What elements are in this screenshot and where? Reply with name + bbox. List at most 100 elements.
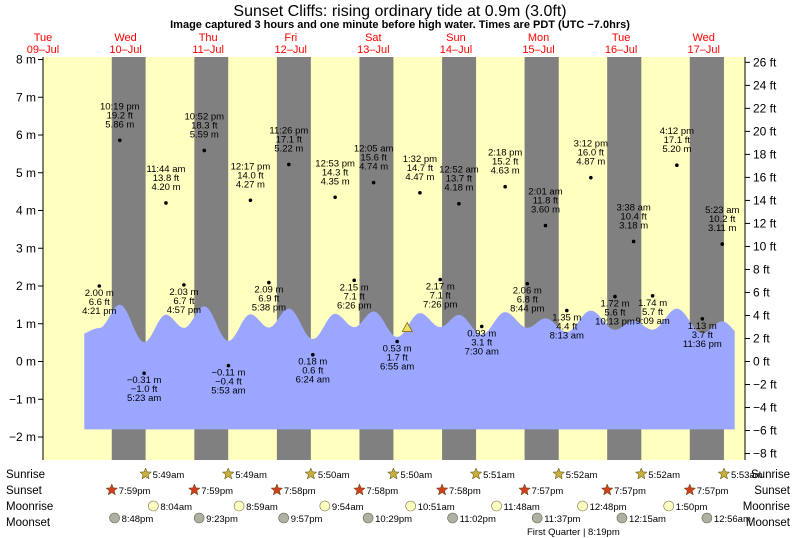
- tide-label-line: 7.1 ft: [430, 291, 451, 302]
- sunrise-time: 5:50am: [318, 470, 350, 481]
- right-tick-label: 14 ft: [753, 193, 777, 207]
- tide-label-line: 6:26 pm: [337, 300, 371, 311]
- day-date-label: 14–Jul: [440, 44, 472, 56]
- tide-label-line: 11:26 pm: [269, 125, 308, 136]
- sunset-time: 7:57pm: [532, 486, 564, 497]
- tide-point: [503, 184, 507, 189]
- right-tick-label: 24 ft: [753, 78, 777, 92]
- tide-label-line: 4.4 ft: [556, 322, 577, 333]
- tide-label-line: 11:44 am: [147, 164, 186, 175]
- sunset-time: 7:59pm: [201, 486, 233, 497]
- tide-point: [700, 317, 705, 321]
- sunset-time: 7:59pm: [119, 486, 151, 497]
- sunset-time: 7:58pm: [284, 486, 316, 497]
- tide-label-line: 2.09 m: [254, 285, 283, 296]
- sunrise-star-icon: [552, 467, 566, 480]
- moonrise-time: 10:51am: [418, 502, 455, 513]
- tide-point: [267, 280, 271, 285]
- tide-point: [310, 352, 315, 357]
- tide-label-line: 4.47 m: [405, 172, 434, 183]
- tide-point: [589, 175, 593, 180]
- tide-label-line: 4:12 pm: [660, 126, 694, 137]
- left-tick-label: −2 m: [9, 430, 36, 444]
- right-tick-label: 12 ft: [753, 216, 777, 230]
- tide-label-line: 19.2 ft: [107, 110, 134, 121]
- right-tick-label: 6 ft: [753, 285, 770, 299]
- tide-point: [202, 148, 207, 153]
- day-name-label: Thu: [199, 32, 218, 44]
- day-name-label: Mon: [528, 32, 549, 44]
- row-label-moonrise-right: Moonrise: [743, 501, 790, 513]
- tide-label-line: 10:13 pm: [595, 317, 635, 328]
- left-tick-label: 5 m: [16, 166, 36, 180]
- sunset-time: 7:58pm: [449, 486, 481, 497]
- right-tick-label: −2 ft: [753, 378, 777, 392]
- tide-point: [631, 239, 636, 244]
- tide-point: [352, 278, 356, 283]
- moonset-time: 12:15am: [629, 514, 666, 525]
- moonrise-icon: [663, 500, 675, 512]
- tide-label-line: 3.1 ft: [471, 337, 492, 348]
- moonset-time: 11:37pm: [544, 514, 580, 525]
- tide-point: [371, 180, 376, 185]
- tide-point: [613, 294, 617, 299]
- moonrise-icon: [319, 500, 331, 512]
- moon-phase-note: First Quarter | 8:19pm: [527, 527, 620, 538]
- sunrise-star-icon: [634, 467, 648, 480]
- left-tick-label: 6 m: [16, 128, 36, 142]
- tide-label-line: 10:52 pm: [184, 111, 224, 122]
- right-tick-label: 22 ft: [753, 101, 777, 115]
- right-tick-label: 18 ft: [753, 147, 777, 161]
- day-name-label: Fri: [284, 32, 297, 44]
- right-tick-label: 16 ft: [753, 170, 777, 184]
- right-tick-label: −6 ft: [753, 424, 777, 438]
- moonset-time: 10:29pm: [375, 514, 412, 525]
- tide-label-line: −0.31 m: [127, 375, 162, 386]
- tide-label-line: 15.2 ft: [492, 157, 519, 168]
- tide-label-line: 14.7 ft: [407, 163, 434, 174]
- row-label-sunrise-left: Sunrise: [6, 469, 45, 481]
- right-tick-label: 8 ft: [753, 262, 770, 276]
- sunset-time: 7:58pm: [366, 486, 398, 497]
- left-tick-label: 2 m: [16, 279, 36, 293]
- tide-label-line: 6.6 ft: [89, 297, 110, 308]
- tide-label-line: 7.1 ft: [344, 291, 365, 302]
- day-name-label: Wed: [114, 32, 136, 44]
- sun-moon-events: 5:49am 5:49am 5:50am 5:50am 5:51am 5:52am 5:52…: [105, 467, 763, 525]
- moonset-time: 8:48pm: [122, 514, 154, 525]
- moonset-icon: [531, 512, 543, 524]
- tide-label-line: 12:52 am: [439, 165, 479, 176]
- tide-label-line: 6:24 am: [296, 375, 330, 386]
- moonset-icon: [616, 512, 628, 524]
- tide-point: [117, 138, 122, 143]
- tide-label-line: 13.8 ft: [153, 173, 180, 184]
- moonrise-icon: [233, 500, 245, 512]
- tide-label-line: 0.18 m: [298, 357, 327, 368]
- tide-label-line: 1.74 m: [638, 298, 667, 309]
- moonrise-time: 8:59am: [246, 502, 278, 513]
- row-labels: Sunrise Sunset Moonrise Moonset Sunrise …: [6, 469, 791, 529]
- tide-label-line: 11.8 ft: [533, 196, 559, 207]
- tide-label-line: 4.20 m: [151, 182, 180, 193]
- moonset-time: 11:02pm: [460, 514, 496, 525]
- right-tick-label: 2 ft: [753, 331, 770, 345]
- sunset-star-icon: [518, 483, 531, 496]
- sunrise-time: 5:50am: [400, 470, 432, 481]
- tide-point: [479, 324, 484, 329]
- tide-label-line: −0.11 m: [211, 368, 245, 379]
- tide-label-line: 1.7 ft: [387, 352, 408, 363]
- sunrise-time: 5:52am: [566, 470, 598, 481]
- tide-label-line: 12:53 pm: [315, 158, 355, 169]
- sunset-star-icon: [600, 483, 614, 496]
- row-label-moonrise-left: Moonrise: [6, 501, 53, 513]
- tide-label-line: 17.1 ft: [664, 135, 691, 146]
- day-date-label: 13–Jul: [357, 44, 389, 56]
- day-date-label: 17–Jul: [687, 44, 719, 56]
- tide-label-line: 4.63 m: [491, 166, 520, 177]
- sunrise-star-icon: [387, 467, 400, 480]
- tide-point: [457, 201, 461, 206]
- sunrise-time: 5:49am: [153, 470, 185, 481]
- tide-water-area: [84, 304, 735, 430]
- tide-label-line: 5.20 m: [662, 144, 691, 155]
